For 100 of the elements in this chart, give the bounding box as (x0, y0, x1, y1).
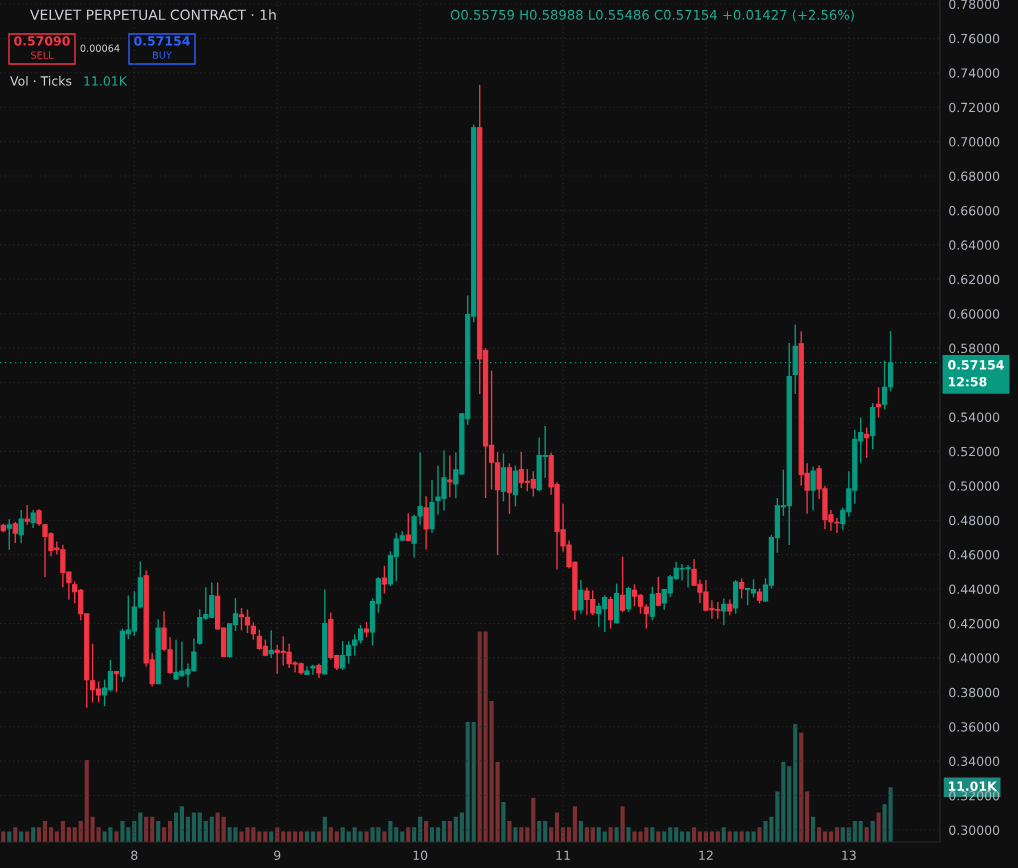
bar (572, 806, 577, 842)
bar (424, 820, 429, 842)
bar (1, 831, 6, 842)
bar (614, 827, 619, 842)
candlestick (834, 517, 840, 534)
bar (257, 831, 262, 842)
bar (316, 831, 322, 842)
bar (697, 831, 703, 842)
bar (787, 766, 792, 842)
bar (364, 831, 369, 842)
bar (828, 831, 834, 842)
candlestick (30, 509, 36, 529)
candlestick (381, 565, 388, 595)
candlestick (18, 509, 24, 544)
y-tick-label: 0.38000 (949, 687, 1000, 698)
y-tick-label: 0.50000 (949, 481, 1000, 491)
text: VELVET PERPETUAL CONTRACT · 1h (30, 9, 276, 21)
candlestick (655, 576, 661, 607)
bar (471, 722, 476, 842)
x-tick-label: 8 (131, 850, 138, 861)
bar (7, 831, 12, 842)
bar (584, 827, 589, 842)
candlestick (244, 608, 251, 634)
annotation: 11.01K (84, 76, 128, 86)
bar (507, 820, 512, 842)
bar (531, 797, 536, 842)
text: O0.55759 H0.58988 L0.55486 C0.57154 +0.01427 (+2.56%) (450, 9, 854, 22)
bar (626, 827, 631, 842)
bar (281, 831, 286, 842)
bar (727, 831, 732, 842)
bar (781, 762, 786, 842)
bar (54, 831, 59, 842)
x-tick-label: 10 (413, 850, 428, 861)
bar (263, 831, 268, 842)
annotation: SELL (31, 51, 54, 59)
bar (185, 816, 190, 842)
bar (304, 831, 310, 842)
bar (299, 831, 304, 842)
y-tick-label: 0.76000 (949, 33, 1000, 44)
bar (501, 802, 506, 842)
bar (620, 806, 625, 842)
x-tick-label: 11 (556, 850, 570, 860)
bar (453, 816, 458, 842)
y-tick-label: 0.64000 (949, 240, 1000, 250)
bar (870, 820, 875, 842)
bar (656, 831, 661, 842)
y-tick-label: 0.60000 (949, 309, 1000, 319)
candlestick (6, 518, 12, 551)
bar (346, 831, 351, 842)
y-tick-label: 0.58000 (949, 343, 1000, 354)
candlestick (739, 577, 745, 600)
bar (822, 831, 828, 842)
bar (221, 816, 226, 842)
candlestick (24, 504, 30, 526)
bar (840, 827, 845, 842)
bar (382, 831, 387, 842)
bar (215, 812, 220, 842)
bar (465, 722, 470, 842)
y-tick-label: 0.42000 (949, 618, 1000, 629)
bar (72, 827, 77, 842)
annotation: 0.57154 (134, 36, 190, 46)
bar (513, 827, 518, 842)
annotation: 0.00064 (80, 44, 120, 52)
y-tick-label: 0.78000 (949, 0, 1000, 9)
y-tick-label: 0.54000 (949, 412, 1000, 422)
y-tick-label: 0.72000 (949, 102, 1000, 113)
candlestick (268, 629, 274, 659)
annotation: 0.57090 (14, 36, 70, 46)
y-tick-label: 0.44000 (949, 584, 1000, 594)
bar (811, 816, 816, 842)
bar (799, 732, 804, 842)
y-tick-label: 0.36000 (949, 722, 1000, 732)
y-tick-label: 0.62000 (949, 274, 1000, 285)
bar (84, 759, 89, 842)
bar (400, 831, 405, 842)
candlestick (864, 426, 870, 459)
text: 11.01K (948, 781, 998, 791)
bar (287, 831, 292, 842)
y-tick-label: 0.40000 (949, 653, 1000, 663)
bar (537, 820, 542, 842)
bar (662, 831, 667, 842)
candlestick (578, 579, 584, 615)
bar (757, 827, 762, 842)
bar (209, 816, 214, 842)
bar (715, 831, 720, 842)
candlestick (447, 454, 453, 498)
y-tick-label: 0.52000 (949, 446, 1000, 457)
x-tick-label: 13 (842, 850, 856, 861)
bar (733, 831, 738, 842)
bar (739, 831, 744, 842)
text: 12:58 (948, 376, 987, 387)
candlestick (238, 607, 245, 632)
bar (19, 831, 24, 842)
candlestick (619, 555, 626, 613)
x-tick-label: 9 (274, 850, 281, 861)
candlestick (12, 521, 18, 544)
bar (602, 831, 607, 842)
bar (167, 820, 173, 842)
bar (269, 831, 274, 842)
bar (709, 831, 715, 842)
